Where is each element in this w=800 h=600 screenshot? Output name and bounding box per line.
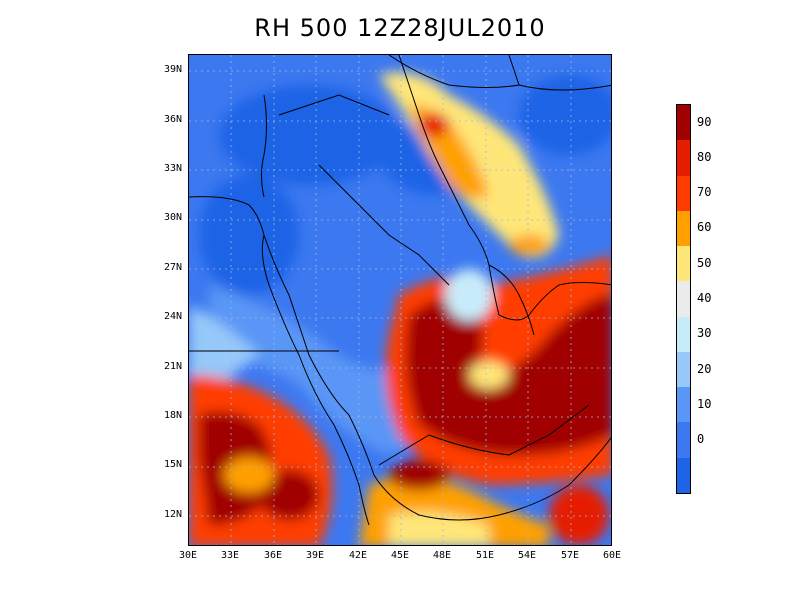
lat-tick-label: 27N — [163, 262, 182, 273]
colorbar-level-label: 30 — [697, 326, 712, 341]
colorbar-segment — [677, 281, 690, 317]
colorbar-segment — [677, 351, 690, 388]
map-area — [188, 54, 612, 546]
lon-tick-label: 39E — [305, 550, 325, 561]
lat-tick-label: 21N — [163, 361, 182, 372]
lat-tick-label: 12N — [163, 509, 182, 520]
lat-tick-label: 15N — [163, 459, 182, 470]
colorbar-level-label: 70 — [697, 185, 712, 200]
colorbar-level-label: 10 — [697, 396, 712, 411]
colorbar-segment — [677, 316, 690, 352]
lon-tick-label: 30E — [178, 550, 198, 561]
colorbar — [676, 104, 691, 494]
colorbar-level-label: 40 — [697, 291, 712, 305]
colorbar-segment — [677, 246, 690, 282]
rh-contour-fills — [189, 72, 611, 545]
colorbar-level-label: 50 — [697, 255, 712, 270]
map-title: RH 500 12Z28JUL2010 — [254, 14, 546, 42]
colorbar-segment — [677, 105, 690, 141]
colorbar-level-label: 90 — [697, 114, 712, 129]
colorbar-segment — [677, 210, 690, 247]
lon-tick-label: 33E — [220, 550, 240, 561]
lat-tick-label: 36N — [163, 114, 182, 125]
lat-tick-label: 33N — [163, 163, 182, 174]
colorbar-segment — [677, 140, 690, 176]
lat-tick-label: 30N — [163, 212, 182, 223]
graticule — [189, 55, 611, 545]
colorbar-segment — [677, 422, 690, 458]
lon-tick-label: 57E — [560, 550, 580, 561]
lon-tick-label: 48E — [432, 550, 452, 561]
lat-tick-label: 18N — [163, 410, 182, 421]
colorbar-level-label: 20 — [697, 361, 712, 376]
colorbar-segment — [677, 457, 690, 493]
colorbar-level-label: 0 — [697, 432, 705, 447]
lon-tick-label: 54E — [517, 550, 537, 561]
colorbar-segment — [677, 175, 690, 211]
coastlines-borders — [189, 55, 611, 526]
lon-tick-label: 36E — [263, 550, 283, 561]
colorbar-segment — [677, 387, 690, 423]
lat-tick-label: 39N — [163, 64, 182, 75]
lon-tick-label: 45E — [390, 550, 410, 561]
rh-field-map — [189, 55, 611, 545]
lon-tick-label: 60E — [602, 550, 622, 561]
lon-tick-label: 42E — [348, 550, 368, 561]
colorbar-level-label: 80 — [697, 149, 712, 164]
lon-tick-label: 51E — [475, 550, 495, 561]
colorbar-level-label: 60 — [697, 220, 712, 235]
lat-tick-label: 24N — [163, 311, 182, 322]
